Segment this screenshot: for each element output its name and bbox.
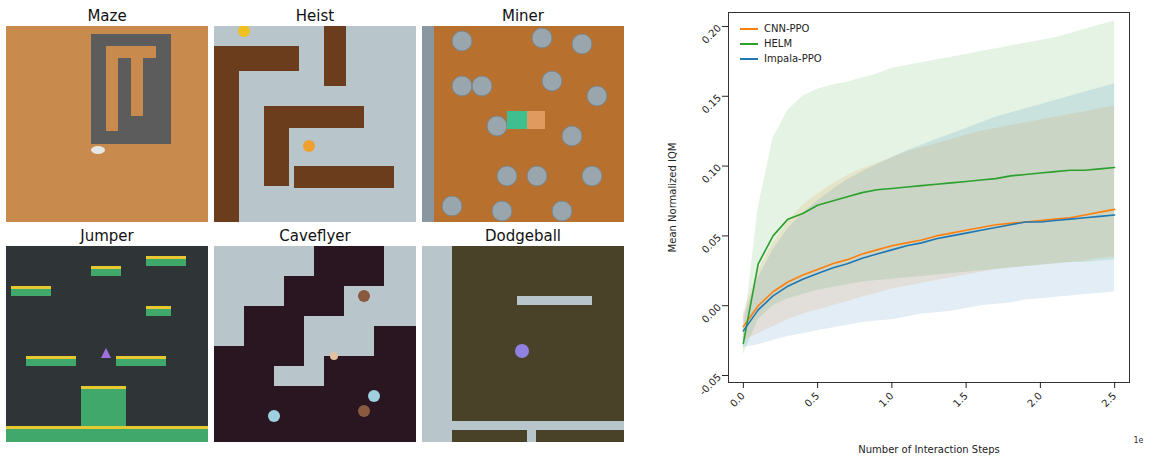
svg-text:1.5: 1.5 [951, 390, 970, 409]
svg-text:Number of Interaction Steps: Number of Interaction Steps [858, 444, 1000, 455]
html-text:Heist: Heist [295, 7, 335, 25]
svg-text:0.05: 0.05 [700, 232, 724, 256]
svg-text:0.20: 0.20 [700, 22, 724, 46]
svg-text:1e: 1e [1133, 436, 1143, 445]
svg-text:1.0: 1.0 [877, 390, 896, 409]
svg-text:0.15: 0.15 [700, 92, 724, 116]
html-text:Maze: Maze [87, 7, 127, 25]
html-text:Dodgeball: Dodgeball [485, 227, 561, 245]
html-text:Miner: Miner [502, 7, 544, 25]
html-text:CNN-PPO: CNN-PPO [764, 23, 810, 34]
svg-text:2.0: 2.0 [1025, 390, 1044, 409]
svg-text:2.5: 2.5 [1099, 390, 1118, 409]
html-text:Caveflyer: Caveflyer [279, 227, 351, 245]
html-text:Jumper: Jumper [80, 227, 134, 245]
html-text:Impala-PPO: Impala-PPO [764, 53, 822, 64]
svg-text:0.10: 0.10 [700, 162, 724, 186]
html-text:HELM: HELM [764, 38, 792, 49]
svg-text:0.00: 0.00 [700, 302, 724, 326]
svg-text:-0.05: -0.05 [697, 371, 723, 397]
svg-text:0.5: 0.5 [802, 390, 821, 409]
svg-text:0.0: 0.0 [728, 390, 747, 409]
svg-text:Mean Normalized IQM: Mean Normalized IQM [667, 143, 678, 253]
